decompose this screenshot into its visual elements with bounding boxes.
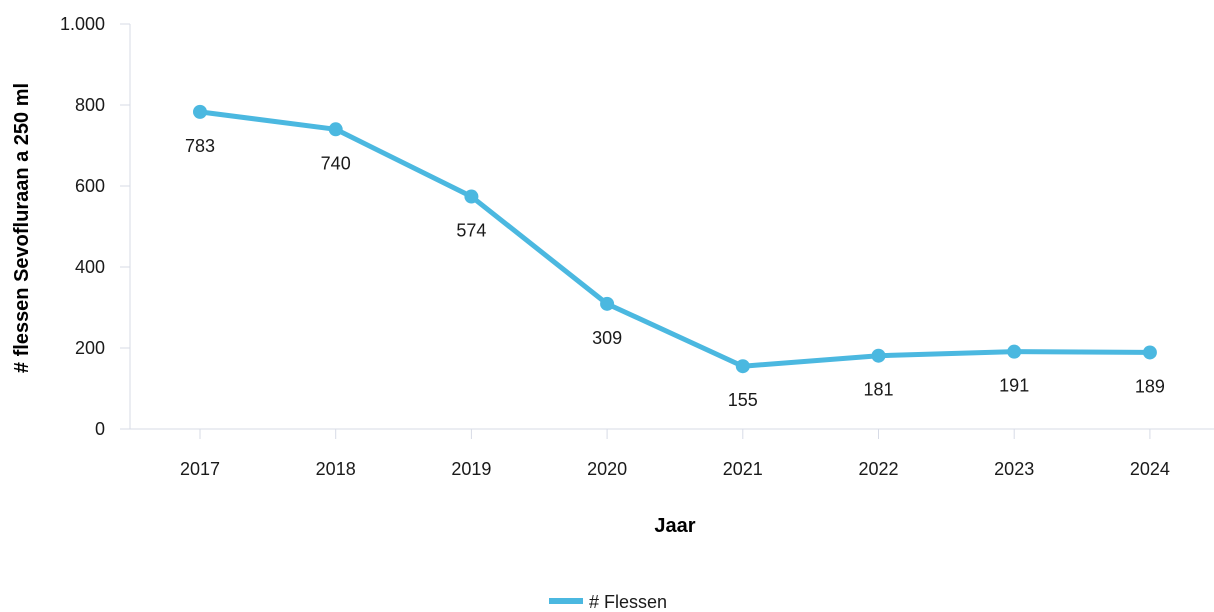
y-tick-label: 0 — [95, 419, 105, 439]
x-tick-label: 2021 — [723, 459, 763, 479]
y-tick-label: 600 — [75, 176, 105, 196]
y-tick-label: 1.000 — [60, 14, 105, 34]
data-point — [871, 348, 886, 363]
data-label: 783 — [185, 136, 215, 156]
y-tick-label: 800 — [75, 95, 105, 115]
data-label: 740 — [321, 153, 351, 173]
y-axis: 0 200 400 600 800 1.000 — [60, 14, 131, 439]
data-point — [464, 189, 479, 204]
series-layer: 783 740 574 309 155 181 191 189 — [185, 104, 1165, 410]
data-label: 155 — [728, 390, 758, 410]
x-axis: 2017 2018 2019 2020 2021 2022 2023 2024 — [120, 428, 1214, 479]
data-label: 189 — [1135, 376, 1165, 396]
data-label: 181 — [863, 380, 893, 400]
data-point — [600, 296, 615, 311]
y-axis-title: # flessen Sevofluraan a 250 ml — [11, 83, 33, 373]
x-axis-title: Jaar — [654, 515, 695, 537]
y-tick-label: 200 — [75, 338, 105, 358]
data-point — [193, 104, 207, 119]
data-point — [735, 359, 750, 374]
x-tick-label: 2017 — [180, 459, 220, 479]
data-point — [1007, 344, 1022, 359]
x-tick-label: 2024 — [1130, 459, 1170, 479]
data-label: 191 — [999, 376, 1029, 396]
y-tick-label: 400 — [75, 257, 105, 277]
x-tick-label: 2018 — [316, 459, 356, 479]
legend-label: # Flessen — [589, 592, 667, 612]
legend: # Flessen — [549, 592, 667, 612]
x-tick-label: 2023 — [994, 459, 1034, 479]
series-line — [197, 109, 1153, 369]
x-tick-label: 2022 — [858, 459, 898, 479]
data-label: 309 — [592, 328, 622, 348]
data-point — [328, 122, 343, 137]
x-tick-label: 2019 — [451, 459, 491, 479]
data-point — [1142, 345, 1157, 360]
x-tick-label: 2020 — [587, 459, 627, 479]
data-label: 574 — [456, 221, 486, 241]
